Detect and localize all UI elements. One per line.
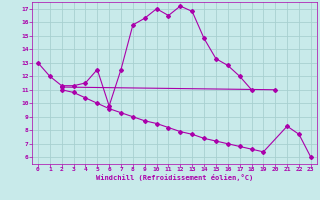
X-axis label: Windchill (Refroidissement éolien,°C): Windchill (Refroidissement éolien,°C) [96,174,253,181]
